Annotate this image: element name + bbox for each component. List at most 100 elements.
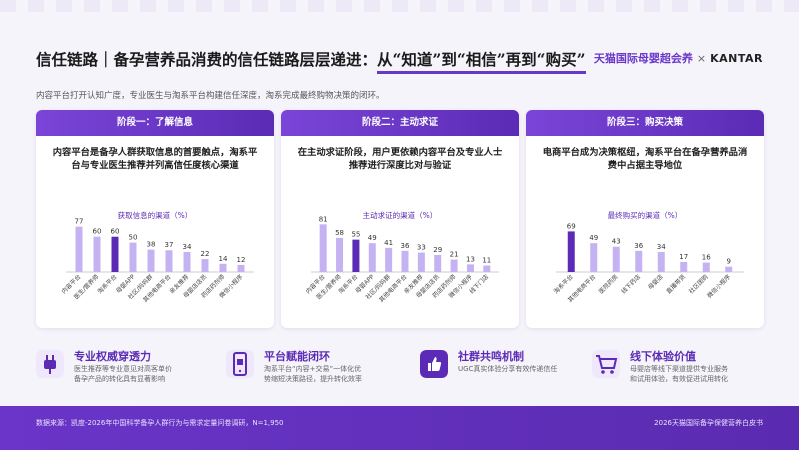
bar-value-label: 60 xyxy=(111,228,120,236)
feature-row: 专业权威穿透力 医生推荐等专业意见对高客单价 备孕产品的转化具有显著影响 平台赋能… xyxy=(36,346,776,390)
stage-card-3: 阶段三：购买决策 电商平台成为决策枢纽，淘系平台在备孕营养品消费中占据主导地位 … xyxy=(526,110,764,328)
category-tick-label: 母婴店 xyxy=(646,273,664,291)
bar-value-label: 14 xyxy=(219,255,228,263)
tmall-logo: 天猫国际母婴超会养 xyxy=(593,52,693,65)
title-highlight: 从“知道”到“相信”再到“购买” xyxy=(377,48,586,74)
bar xyxy=(183,252,191,272)
category-tick-label: 淘系平台 xyxy=(96,273,119,296)
bar xyxy=(401,250,409,272)
bar xyxy=(336,237,344,272)
bar-value-label: 69 xyxy=(567,222,576,230)
feature-desc: UGC真实体验分享有效传递信任 xyxy=(458,365,558,373)
category-tick-label: 线下药店 xyxy=(620,273,643,296)
stage-card-2: 阶段二：主动求证 在主动求证阶段，用户更依赖内容平台及专业人士推荐进行深度比对与… xyxy=(281,110,519,328)
footer: 数据来源：凯度-2026年中国科学备孕人群行为与需求定量问卷调研，N=1,950… xyxy=(0,406,799,450)
bar xyxy=(319,224,327,272)
feature-title: 线下体验价值 xyxy=(630,350,696,363)
bar-value-label: 55 xyxy=(351,231,360,239)
feature-title: 社群共鸣机制 xyxy=(458,350,524,363)
category-tick-label: 淘系平台 xyxy=(552,273,575,296)
header: 信任链路｜备孕营养品消费的信任链路层层递进：从“知道”到“相信”再到“购买” 天… xyxy=(28,44,771,74)
bar xyxy=(657,252,665,272)
bar xyxy=(434,254,442,272)
bar-value-label: 77 xyxy=(75,218,84,226)
bar-value-label: 16 xyxy=(702,254,711,262)
report-name: 2026天猫国际备孕保健营养白皮书 xyxy=(654,419,763,427)
title-prefix: 信任链路｜备孕营养品消费的信任链路层层递进： xyxy=(36,50,378,69)
bar-value-label: 60 xyxy=(93,228,102,236)
bar xyxy=(368,243,376,272)
stage-tab-3: 阶段三：购买决策 xyxy=(526,110,764,136)
stage-card-1: 阶段一：了解信息 内容平台是备孕人群获取信息的首要触点，淘系平台与专业医生推荐并… xyxy=(36,110,274,328)
stage-desc-1: 内容平台是备孕人群获取信息的首要触点，淘系平台与专业医生推荐并列高信任度核心渠道 xyxy=(52,147,258,171)
bar-value-label: 17 xyxy=(679,253,688,261)
chart-title: 最终购买的渠道（%） xyxy=(608,210,683,220)
bar xyxy=(147,249,155,272)
bar xyxy=(417,252,425,272)
bar xyxy=(111,236,119,272)
chart-title: 主动求证的渠道（%） xyxy=(363,210,438,220)
bar-value-label: 81 xyxy=(319,215,328,223)
bar xyxy=(635,250,643,272)
bar-value-label: 37 xyxy=(165,241,174,249)
bar xyxy=(466,264,474,272)
bar-value-label: 49 xyxy=(368,234,377,242)
category-tick-label: 直播带货 xyxy=(665,273,688,296)
bar-value-label: 22 xyxy=(201,250,210,258)
bar-value-label: 13 xyxy=(466,255,475,263)
thumbs-up-icon xyxy=(420,350,448,378)
plug-icon xyxy=(36,350,64,378)
bar xyxy=(385,247,393,272)
bar xyxy=(450,259,458,272)
bar-value-label: 9 xyxy=(727,258,731,266)
bar xyxy=(680,262,688,272)
bar-value-label: 12 xyxy=(237,256,246,264)
bar-value-label: 34 xyxy=(183,243,192,251)
bar-value-label: 41 xyxy=(384,239,393,247)
category-tick-label: 微信小程序 xyxy=(705,273,732,300)
stage-desc-2: 在主动求证阶段，用户更依赖内容平台及专业人士推荐进行深度比对与验证 xyxy=(297,147,503,171)
bar xyxy=(237,264,245,272)
bar-value-label: 58 xyxy=(335,229,344,237)
bar-value-label: 38 xyxy=(147,241,156,249)
data-source-note: 数据来源：凯度-2026年中国科学备孕人群行为与需求定量问卷调研，N=1,950 xyxy=(36,419,284,427)
category-tick-label: 医院药房 xyxy=(597,273,620,296)
bar-value-label: 29 xyxy=(433,246,442,254)
feature-desc: 医生推荐等专业意见对高客单价 备孕产品的转化具有显著影响 xyxy=(74,365,172,383)
stage-tab-2: 阶段二：主动求证 xyxy=(281,110,519,136)
page-subtitle: 内容平台打开认知广度，专业医生与淘系平台构建信任深度，淘系完成最终购物决策的闭环… xyxy=(36,91,385,101)
bar-value-label: 11 xyxy=(482,257,491,265)
bar xyxy=(725,266,733,272)
kantar-logo: KANTAR xyxy=(710,52,763,65)
chart-title: 获取信息的渠道（%） xyxy=(118,210,193,220)
brand-logos: 天猫国际母婴超会养 × KANTAR xyxy=(594,50,763,66)
bar xyxy=(590,243,598,272)
bar xyxy=(352,239,360,272)
category-tick-label: 社区团购 xyxy=(687,273,710,296)
bar-value-label: 49 xyxy=(589,234,598,242)
bar xyxy=(165,250,173,272)
bar-value-label: 50 xyxy=(129,234,138,242)
feature-title: 专业权威穿透力 xyxy=(74,350,151,363)
chart-info-channels: 获取信息的渠道（%）77内容平台60医生/营养师60淘系平台50母婴APP38社… xyxy=(60,210,254,304)
feature-desc: 淘系平台“内容+交易”一体化优 势缩短决策路径，提升转化效率 xyxy=(264,365,362,383)
bar-value-label: 34 xyxy=(657,243,666,251)
top-decoration xyxy=(0,0,799,12)
stage-tab-1: 阶段一：了解信息 xyxy=(36,110,274,136)
bar xyxy=(219,263,227,272)
cart-icon xyxy=(592,350,620,378)
bar xyxy=(567,231,575,272)
stage-desc-3: 电商平台成为决策枢纽，淘系平台在备孕营养品消费中占据主导地位 xyxy=(542,147,748,171)
logo-separator: × xyxy=(696,52,707,65)
phone-icon xyxy=(226,350,254,378)
feature-desc: 母婴店等线下渠道提供专业服务 和试用体验，有效促进试用转化 xyxy=(630,365,728,383)
chart-verify-channels: 主动求证的渠道（%）81内容平台58医生/营养师55淘系平台49母婴APP41社… xyxy=(304,210,499,304)
page-title: 信任链路｜备孕营养品消费的信任链路层层递进：从“知道”到“相信”再到“购买” xyxy=(36,48,586,74)
bar xyxy=(75,226,83,272)
bar xyxy=(702,262,710,272)
bar xyxy=(129,242,137,272)
bar-value-label: 36 xyxy=(634,242,643,250)
bar xyxy=(612,246,620,272)
feature-title: 平台赋能闭环 xyxy=(264,350,330,363)
